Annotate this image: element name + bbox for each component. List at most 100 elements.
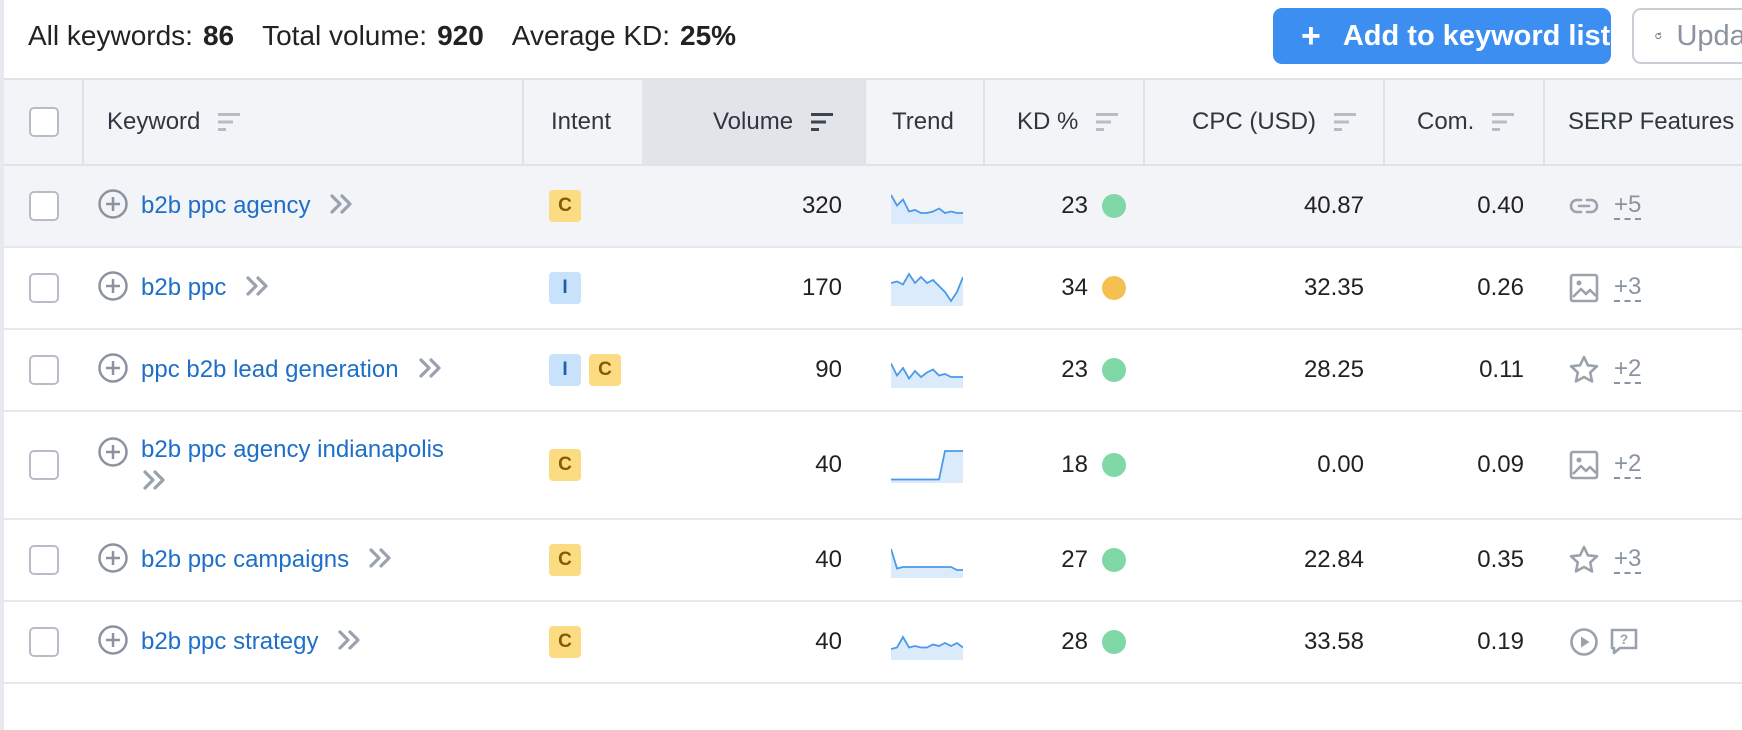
- update-button[interactable]: Update: [1632, 8, 1742, 64]
- refresh-icon: [1655, 32, 1662, 39]
- trend-sparkline: [891, 272, 963, 306]
- competition-value: 0.19: [1477, 628, 1524, 655]
- trend-cell: [891, 330, 963, 410]
- add-keyword-button[interactable]: [97, 624, 129, 661]
- column-divider: [82, 80, 84, 164]
- row-checkbox[interactable]: [29, 450, 59, 480]
- open-keyword-overview-button[interactable]: [367, 546, 395, 575]
- open-keyword-overview-button[interactable]: [244, 274, 272, 303]
- volume-cell: 170: [664, 248, 842, 328]
- open-keyword-overview-button[interactable]: [141, 468, 444, 497]
- serp-features-cell: +3: [1568, 248, 1642, 328]
- table-row: ppc b2b lead generation I C 90 23 28.25 0.11 +2: [4, 330, 1742, 412]
- more-serp-features[interactable]: +5: [1614, 191, 1642, 220]
- kd-difficulty-dot: [1102, 194, 1126, 218]
- open-keyword-overview-button[interactable]: [336, 628, 364, 657]
- volume-value: 40: [815, 546, 842, 573]
- more-serp-features[interactable]: +2: [1614, 355, 1642, 384]
- add-circle-icon: [98, 188, 128, 219]
- header-keyword-label: Keyword: [107, 108, 201, 135]
- row-checkbox[interactable]: [29, 191, 59, 221]
- sort-icon: [1096, 113, 1119, 131]
- kd-difficulty-dot: [1102, 358, 1126, 382]
- header-com-label: Com.: [1417, 108, 1475, 135]
- competition-cell: 0.09: [1404, 412, 1524, 518]
- serp-features-cell: +2: [1568, 330, 1642, 410]
- row-checkbox[interactable]: [29, 545, 59, 575]
- header-volume[interactable]: Volume: [713, 80, 834, 164]
- left-border: [0, 0, 4, 730]
- kd-value: 23: [1061, 192, 1088, 219]
- intent-cell: C: [549, 412, 589, 518]
- open-keyword-overview-button[interactable]: [417, 356, 445, 385]
- intent-cell: C: [549, 602, 589, 682]
- row-checkbox[interactable]: [29, 627, 59, 657]
- header-trend-label: Trend: [892, 108, 954, 135]
- keyword-link[interactable]: b2b ppc agency: [141, 192, 311, 219]
- kd-difficulty-dot: [1102, 630, 1126, 654]
- add-to-keyword-list-button[interactable]: + Add to keyword list: [1273, 8, 1611, 64]
- cpc-value: 22.84: [1303, 546, 1364, 573]
- add-keyword-button[interactable]: [97, 188, 129, 225]
- keyword-link[interactable]: ppc b2b lead generation: [141, 356, 399, 383]
- volume-cell: 40: [664, 412, 842, 518]
- serp-features-cell: +2: [1568, 412, 1642, 518]
- keyword-cell: b2b ppc campaigns: [97, 520, 517, 600]
- total-volume-label: Total volume:: [262, 20, 428, 51]
- more-serp-features[interactable]: +3: [1614, 545, 1642, 574]
- row-checkbox[interactable]: [29, 355, 59, 385]
- trend-line: [891, 194, 963, 214]
- select-all-checkbox[interactable]: [29, 107, 59, 137]
- table-row: b2b ppc strategy C 40 28 33.58 0.19?: [4, 602, 1742, 684]
- intent-badge: C: [589, 354, 621, 386]
- volume-value: 90: [815, 356, 842, 383]
- kd-cell: 34: [1004, 248, 1126, 328]
- sort-icon: [218, 113, 241, 131]
- trend-line: [891, 548, 963, 571]
- volume-cell: 90: [664, 330, 842, 410]
- average-kd-value: 25%: [680, 20, 737, 51]
- open-keyword-overview-button[interactable]: [328, 192, 356, 221]
- intent-cell: I: [549, 248, 589, 328]
- cpc-value: 0.00: [1317, 451, 1364, 478]
- cpc-value: 33.58: [1303, 628, 1364, 655]
- add-circle-icon: [98, 437, 128, 467]
- kd-cell: 18: [1004, 412, 1126, 518]
- keyword-link[interactable]: b2b ppc campaigns: [141, 546, 350, 573]
- volume-cell: 320: [664, 166, 842, 246]
- header-intent-label: Intent: [551, 108, 612, 135]
- intent-cell: C: [549, 166, 589, 246]
- header-cpc-label: CPC (USD): [1192, 108, 1316, 135]
- add-keyword-button[interactable]: [97, 436, 129, 473]
- keyword-stack: b2b ppc agency indianapolis: [141, 436, 444, 497]
- double-chevron-icon: [338, 629, 361, 650]
- double-chevron-icon: [330, 193, 353, 214]
- average-kd-label: Average KD:: [511, 20, 671, 51]
- more-serp-features[interactable]: +2: [1614, 450, 1642, 479]
- kd-cell: 23: [1004, 166, 1126, 246]
- row-checkbox[interactable]: [29, 273, 59, 303]
- row-checkbox-cell: [29, 330, 59, 410]
- kd-value: 18: [1061, 451, 1088, 478]
- header-com[interactable]: Com.: [1417, 80, 1515, 164]
- kd-cell: 27: [1004, 520, 1126, 600]
- keyword-link[interactable]: b2b ppc: [141, 274, 227, 301]
- table-row: b2b ppc agency C 320 23 40.87 0.40 +5: [4, 166, 1742, 248]
- keyword-link[interactable]: b2b ppc strategy: [141, 628, 319, 655]
- competition-cell: 0.26: [1404, 248, 1524, 328]
- add-keyword-button[interactable]: [97, 270, 129, 307]
- more-serp-features[interactable]: +3: [1614, 273, 1642, 302]
- header-cpc[interactable]: CPC (USD): [1192, 80, 1356, 164]
- cpc-cell: 40.87: [1164, 166, 1364, 246]
- add-keyword-button[interactable]: [97, 352, 129, 389]
- header-keyword[interactable]: Keyword: [107, 80, 241, 164]
- keyword-link[interactable]: b2b ppc agency indianapolis: [141, 436, 444, 463]
- add-keyword-button[interactable]: [97, 542, 129, 579]
- cpc-value: 32.35: [1303, 274, 1364, 301]
- competition-value: 0.40: [1477, 192, 1524, 219]
- column-divider: [983, 80, 985, 164]
- add-circle-icon: [98, 624, 128, 655]
- volume-value: 40: [815, 628, 842, 655]
- cpc-cell: 28.25: [1164, 330, 1364, 410]
- header-kd[interactable]: KD %: [1017, 80, 1119, 164]
